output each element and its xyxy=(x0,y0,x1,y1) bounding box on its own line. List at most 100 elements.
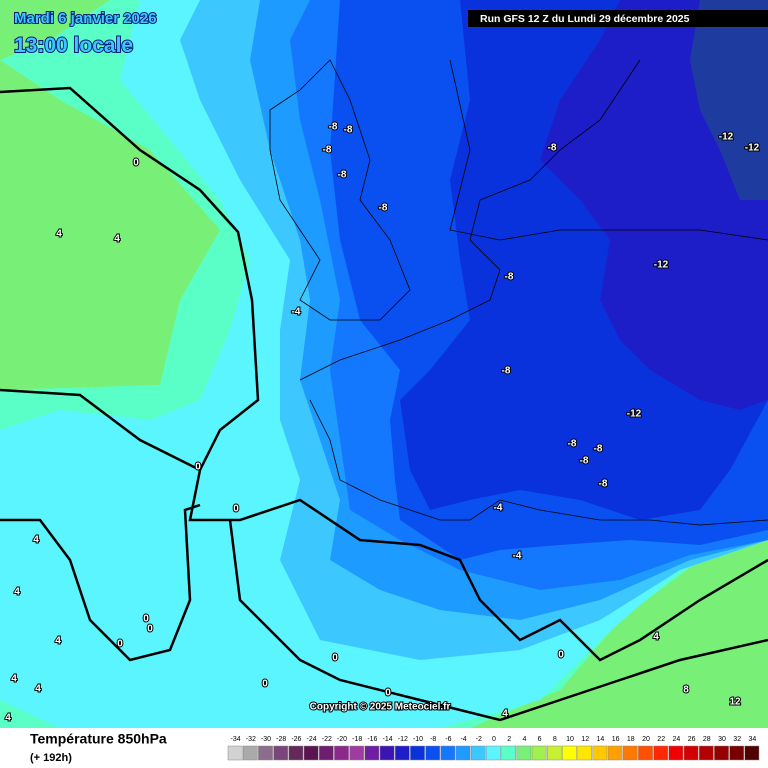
scale-label: -22 xyxy=(322,736,332,743)
contour-labels: -8 -8-8-8-8-8-12-12-12-8-4-8-12-8 -8-8-8-4… xyxy=(4,121,760,725)
run-info: Run GFS 12 Z du Lundi 29 décembre 2025 xyxy=(480,13,690,25)
contour-label: -8 xyxy=(502,366,511,377)
contour-label: 4 xyxy=(55,636,61,647)
scale-swatch xyxy=(470,745,486,761)
scale-label: 4 xyxy=(522,736,526,743)
coastline xyxy=(0,86,768,662)
color-scale: -34 -32 -30 -28 -26 -24 -22 -20 -18 -16 -14 -12 -10-… xyxy=(227,736,760,761)
scale-label: -32 xyxy=(246,736,256,743)
contour-label: 4 xyxy=(33,535,39,546)
scale-label: 16 xyxy=(612,736,620,743)
contour-label: -8 xyxy=(379,203,388,214)
scale-label: -16 xyxy=(367,736,377,743)
scale-swatch xyxy=(501,745,517,761)
scale-label: 12 xyxy=(581,736,589,743)
contour-label: -4 xyxy=(513,551,522,562)
forecast-time: 13:00 locale xyxy=(14,34,133,57)
scale-swatch xyxy=(379,745,395,761)
coastline-detail xyxy=(449,59,768,241)
scale-label: -4 xyxy=(460,736,466,743)
contour-label: 12 xyxy=(729,697,741,708)
contour-label: 4 xyxy=(11,674,17,685)
scale-swatch xyxy=(653,745,669,761)
contour-label: 4 xyxy=(114,234,120,245)
contour-label: 4 xyxy=(56,229,62,240)
scale-label: 6 xyxy=(538,736,542,743)
contour-label: 0 xyxy=(133,158,139,169)
scale-label: 24 xyxy=(673,736,681,743)
coastline-detail xyxy=(309,399,768,526)
scale-swatch xyxy=(394,745,410,761)
contour-label: 0 xyxy=(143,614,149,625)
scale-swatch xyxy=(516,745,532,761)
scale-swatch xyxy=(364,745,380,761)
scale-swatch xyxy=(425,745,441,761)
scale-label: -14 xyxy=(383,736,393,743)
scale-swatch xyxy=(455,745,471,761)
scale-swatch xyxy=(288,745,304,761)
scale-label: 0 xyxy=(492,736,496,743)
contour-label: -8 xyxy=(338,170,347,181)
contour-label: 4 xyxy=(653,632,659,643)
scale-swatch xyxy=(227,745,243,761)
contour-label: -8 xyxy=(548,143,557,154)
scale-swatch xyxy=(273,745,289,761)
scale-label: -12 xyxy=(398,736,408,743)
map: -8 -8-8-8-8-8-12-12-12-8-4-8-12-8 -8-8-8-4… xyxy=(0,0,768,728)
scale-label: 18 xyxy=(627,736,635,743)
coastline xyxy=(0,388,201,472)
contour-label: 0 xyxy=(385,688,391,699)
contour-label: -4 xyxy=(292,307,301,318)
scale-label: -8 xyxy=(430,736,436,743)
scale-swatch xyxy=(638,745,653,761)
coastline xyxy=(0,503,201,662)
scale-swatch xyxy=(683,745,699,761)
contour-label: 0 xyxy=(195,462,201,473)
scale-swatch xyxy=(546,745,562,761)
contour-label: -8 xyxy=(505,272,514,283)
scale-label: -10 xyxy=(413,736,423,743)
forecast-date: Mardi 6 janvier 2026 xyxy=(14,10,157,27)
coastline xyxy=(228,519,768,722)
contour-label: 0 xyxy=(558,650,564,661)
scale-swatch xyxy=(729,745,745,761)
scale-swatch xyxy=(607,745,623,761)
scale-swatch xyxy=(531,745,547,761)
contour-label: 0 xyxy=(117,639,123,650)
band-below-m12 xyxy=(690,0,768,200)
scale-label: 10 xyxy=(566,736,574,743)
scale-label: 20 xyxy=(642,736,650,743)
run-box xyxy=(468,10,768,27)
scale-label: 26 xyxy=(688,736,696,743)
contour-label: -12 xyxy=(719,132,734,143)
scale-swatch xyxy=(592,745,608,761)
contour-label: -8 xyxy=(323,145,332,156)
scale-swatch xyxy=(668,745,684,761)
contour-label: -8 xyxy=(344,125,353,136)
scale-swatch xyxy=(486,745,501,761)
scale-swatch xyxy=(714,745,729,761)
scale-label: 32 xyxy=(733,736,741,743)
scale-label: -20 xyxy=(337,736,347,743)
scale-swatch xyxy=(242,745,258,761)
scale-swatch xyxy=(258,745,273,761)
contour-label: 0 xyxy=(147,624,153,635)
scale-label: -24 xyxy=(307,736,317,743)
contour-label: 4 xyxy=(502,709,508,720)
contour-label: 4 xyxy=(14,587,20,598)
contour-label: -8 xyxy=(329,122,338,133)
scale-label: -28 xyxy=(276,736,286,743)
contour-label: 4 xyxy=(35,684,41,695)
scale-label: 22 xyxy=(657,736,665,743)
contour-label: 0 xyxy=(262,679,268,690)
contour-label: -8 xyxy=(594,444,603,455)
scale-swatch xyxy=(440,745,456,761)
contour-label: -8 xyxy=(599,479,608,490)
scale-label: -2 xyxy=(476,736,482,743)
scale-label: -26 xyxy=(291,736,301,743)
scale-label: 30 xyxy=(718,736,726,743)
scale-swatch xyxy=(577,745,593,761)
scale-swatch xyxy=(349,745,365,761)
scale-swatch xyxy=(303,745,319,761)
